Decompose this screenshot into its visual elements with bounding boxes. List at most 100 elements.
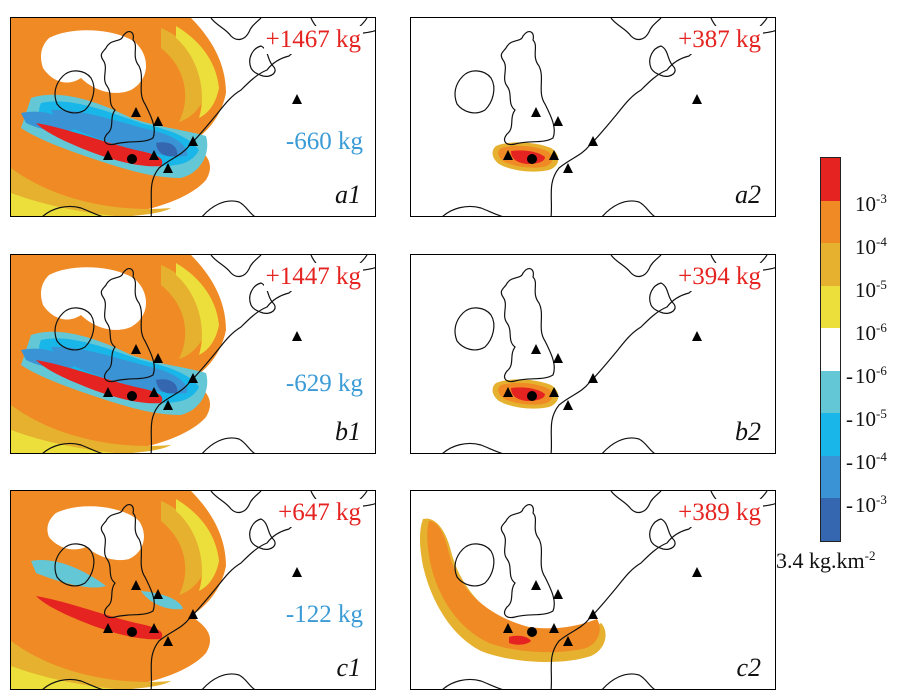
triangle-icon xyxy=(103,150,113,160)
panel-c2: +389 kg c2 xyxy=(410,490,776,690)
colorbar xyxy=(820,157,841,542)
plume-band xyxy=(427,521,600,653)
coastline xyxy=(454,307,495,351)
plume-band xyxy=(161,28,207,122)
plume-band xyxy=(156,142,178,157)
triangle-icon xyxy=(563,400,573,410)
negative-total-label: -122 kg xyxy=(285,601,363,628)
coastline xyxy=(249,518,276,550)
dot-icon xyxy=(127,154,137,164)
coastline xyxy=(210,255,262,278)
coastline xyxy=(442,205,503,216)
colorbar-band xyxy=(821,200,840,244)
dot-icon xyxy=(527,627,537,637)
coastline xyxy=(42,678,103,689)
colorbar-tick: -10-4 xyxy=(846,449,887,474)
triangle-icon xyxy=(563,636,573,646)
coastline xyxy=(602,200,655,216)
clean-area xyxy=(47,506,144,561)
colorbar-tick: -10-3 xyxy=(846,492,887,517)
coastline xyxy=(210,18,262,41)
triangle-icon xyxy=(531,344,541,354)
clean-area xyxy=(41,30,147,93)
triangle-icon xyxy=(149,387,159,397)
triangle-icon xyxy=(588,609,598,619)
coastline xyxy=(54,543,95,587)
triangle-icon xyxy=(549,150,559,160)
dot-icon xyxy=(527,154,537,164)
triangle-icon xyxy=(692,94,702,104)
triangle-icon xyxy=(188,609,198,619)
positive-total-label: +1447 kg xyxy=(263,263,363,291)
plume-band xyxy=(11,193,116,216)
panel-a1: +1467 kg -660 kg a1 xyxy=(10,17,376,217)
coastline xyxy=(100,268,155,383)
dot-icon xyxy=(127,627,137,637)
plume-band xyxy=(11,168,171,216)
coastline xyxy=(649,282,676,314)
positive-total-label: +387 kg xyxy=(676,26,763,54)
plume-band xyxy=(11,405,171,453)
panel-tag: b2 xyxy=(735,417,761,446)
positive-total-label: +394 kg xyxy=(676,263,763,291)
plume-band xyxy=(21,111,76,132)
map-c1 xyxy=(11,491,375,689)
triangle-icon xyxy=(292,331,302,341)
triangle-icon xyxy=(588,136,598,146)
coastline xyxy=(202,200,255,216)
panel-tag: a2 xyxy=(735,180,761,209)
plume-band xyxy=(21,348,76,369)
triangle-icon xyxy=(531,580,541,590)
plume-band xyxy=(176,263,219,355)
coastline xyxy=(100,31,155,146)
coastline xyxy=(210,491,262,514)
colorbar-tick: -10-5 xyxy=(846,406,887,431)
colorbar-band xyxy=(821,413,840,456)
negative-total-label: -629 kg xyxy=(285,370,363,397)
colorbar-tick: -10-6 xyxy=(846,363,887,388)
colorbar-band xyxy=(821,455,840,499)
triangle-icon xyxy=(692,331,702,341)
colorbar-band xyxy=(821,285,840,329)
coastline xyxy=(610,255,662,278)
map-c2 xyxy=(420,491,775,689)
triangle-icon xyxy=(131,580,141,590)
coastline xyxy=(249,45,276,77)
triangle-icon xyxy=(163,163,173,173)
triangle-icon xyxy=(188,373,198,383)
colorbar-band xyxy=(821,243,840,286)
coastline xyxy=(249,282,276,314)
coastline xyxy=(610,491,662,514)
panel-b2: +394 kg b2 xyxy=(410,254,776,454)
plume-band xyxy=(509,635,531,645)
panel-tag: c2 xyxy=(736,653,761,682)
colorbar-band xyxy=(821,498,840,541)
plume-band xyxy=(156,379,178,394)
plume-band xyxy=(51,346,188,394)
dot-icon xyxy=(527,391,537,401)
triangle-icon xyxy=(553,353,563,363)
clean-area xyxy=(41,267,147,330)
colorbar-tick: 10-6 xyxy=(855,320,887,345)
plume-band xyxy=(11,641,171,689)
triangle-icon xyxy=(588,373,598,383)
positive-total-label: +647 kg xyxy=(276,499,363,527)
plume-band xyxy=(161,501,207,595)
triangle-icon xyxy=(553,589,563,599)
plume-band xyxy=(11,430,116,453)
panel-tag: b1 xyxy=(335,417,361,446)
triangle-icon xyxy=(692,567,702,577)
coastline xyxy=(42,205,103,216)
coastline xyxy=(100,504,155,619)
coastline xyxy=(649,518,676,550)
coastline xyxy=(54,70,95,114)
panel-b1: +1447 kg -629 kg b1 xyxy=(10,254,376,454)
triangle-icon xyxy=(103,387,113,397)
dot-icon xyxy=(127,391,137,401)
coastline xyxy=(500,504,555,619)
coastline xyxy=(42,442,103,453)
triangle-icon xyxy=(549,623,559,633)
coastline xyxy=(442,678,503,689)
triangle-icon xyxy=(131,344,141,354)
plume-band xyxy=(176,499,219,591)
